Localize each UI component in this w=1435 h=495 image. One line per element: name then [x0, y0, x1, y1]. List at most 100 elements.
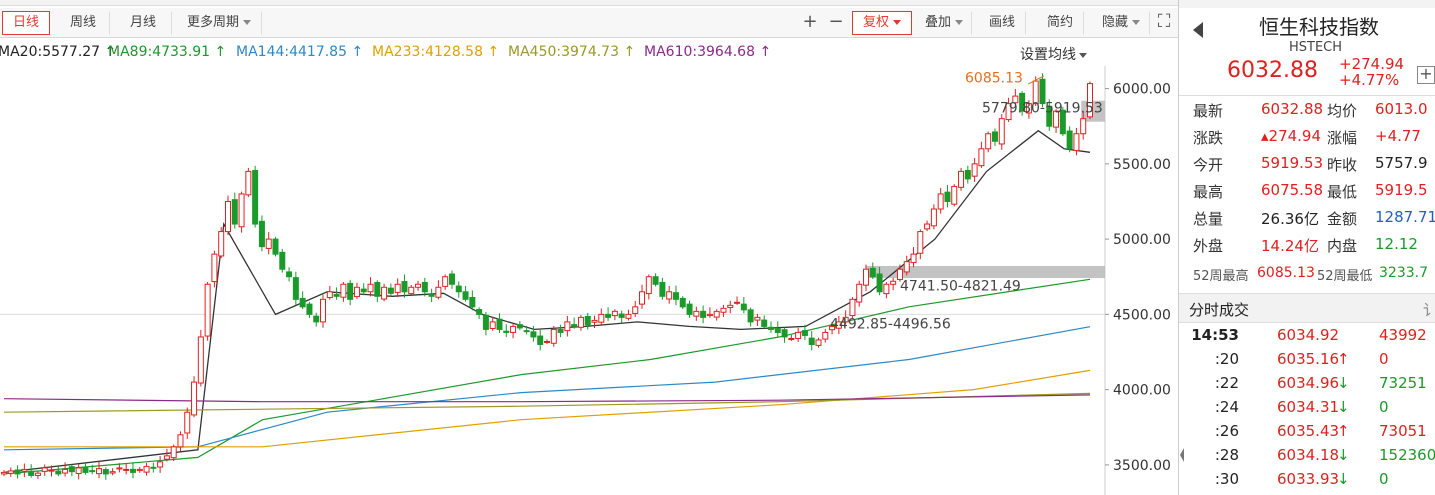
down-arrow-icon: ↓	[1337, 470, 1350, 488]
draw-line-button[interactable]: 画线	[978, 11, 1026, 35]
plus-icon: +	[1419, 64, 1433, 83]
ticks-more-icon[interactable]: 讠	[1423, 301, 1435, 319]
zoom-in-button[interactable]: +	[798, 11, 822, 35]
candle-body	[360, 288, 367, 293]
tick-price: 6034.92	[1277, 326, 1340, 344]
hide-dropdown[interactable]: 隐藏	[1092, 11, 1150, 35]
fuquan-dropdown[interactable]: 复权	[852, 11, 912, 35]
candle-body	[75, 467, 82, 474]
back-arrow-icon[interactable]	[1193, 22, 1203, 38]
tick-time: 14:53	[1191, 326, 1239, 344]
tab-weekly[interactable]: 周线	[56, 11, 110, 35]
simple-mode-label: 简约	[1046, 15, 1073, 30]
zoom-out-button[interactable]: −	[824, 11, 848, 35]
candle-body	[28, 470, 35, 476]
tick-volume: 43992	[1379, 326, 1427, 344]
candle-body	[781, 329, 788, 338]
chevron-down-icon	[955, 20, 963, 25]
ma233-legend: MA233:4128.58 ↑	[372, 44, 500, 60]
tick-price: 6034.18	[1277, 446, 1340, 464]
y-tick-label: 6000.00	[1113, 82, 1171, 98]
quote-label: 金额	[1327, 210, 1358, 228]
candle-body	[815, 339, 822, 346]
candle-body	[863, 268, 870, 286]
candle-body	[286, 271, 293, 278]
candle-body	[1039, 78, 1046, 105]
candle-body	[679, 297, 686, 308]
candle-body	[639, 291, 646, 305]
candle-body	[964, 169, 971, 180]
candle-body	[883, 283, 890, 295]
candle-body	[258, 220, 265, 248]
candle-body	[1053, 110, 1060, 128]
quote-value: 5919.53	[1261, 154, 1324, 172]
candle-body	[1025, 103, 1032, 114]
chevron-down-icon	[1079, 52, 1087, 58]
candle-body	[435, 286, 442, 298]
panel-splitter-handle[interactable]	[1178, 440, 1186, 470]
ma610-legend: MA610:3964.68 ↑	[644, 44, 772, 60]
candle-body	[476, 309, 483, 315]
candle-body	[523, 330, 530, 333]
candle-body	[408, 286, 415, 295]
candle-body	[333, 293, 340, 297]
quote-row: 涨跌 ▴274.94 涨幅 +4.77	[1179, 127, 1435, 154]
quote-value: +4.77	[1375, 127, 1421, 145]
tick-time: :24	[1214, 398, 1239, 416]
candle-body	[109, 471, 116, 474]
candle-body	[930, 208, 937, 227]
candle-body	[1073, 133, 1080, 152]
candle-body	[415, 283, 422, 288]
ticks-title: 分时成交	[1189, 301, 1250, 319]
zone1-annotation: 5779.80-5919.53	[982, 101, 1103, 117]
tab-daily[interactable]: 日线	[2, 11, 50, 35]
up-arrow-icon: ↑	[1337, 350, 1350, 368]
candle-body	[102, 469, 109, 475]
candle-body	[998, 118, 1005, 145]
tick-volume: 152360	[1379, 446, 1435, 464]
quote-row: 最高 6075.58 最低 5919.5	[1179, 181, 1435, 208]
fullscreen-button[interactable]: ⛶	[1152, 11, 1176, 35]
candle-body	[1087, 83, 1093, 118]
tick-time: :20	[1214, 350, 1239, 368]
quote-label: 内盘	[1327, 237, 1358, 255]
splitter-arrow-icon	[1180, 448, 1184, 462]
candle-body	[795, 331, 802, 339]
quote-row: 最新 6032.88 均价 6013.0	[1179, 100, 1435, 127]
more-periods-dropdown[interactable]: 更多周期	[176, 11, 262, 35]
index-price: 6032.88	[1227, 58, 1318, 83]
set-ma-button[interactable]: 设置均线	[1020, 44, 1087, 64]
tab-monthly[interactable]: 月线	[114, 11, 172, 35]
candle-body	[496, 318, 503, 330]
kline-chart[interactable]: 6000.00 5500.00 5000.00 4500.00 4000.00 3500.…	[0, 66, 1178, 495]
candle-body	[944, 191, 951, 202]
add-watchlist-button[interactable]: +	[1417, 66, 1435, 84]
candle-body	[482, 314, 489, 330]
simple-mode-button[interactable]: 简约	[1036, 11, 1084, 35]
candle-body	[320, 298, 327, 323]
candle-body	[489, 321, 496, 330]
kline-svg: 6000.00 5500.00 5000.00 4500.00 4000.00 3500.…	[0, 66, 1171, 495]
down-arrow-icon: ↓	[1337, 446, 1350, 464]
quote-row: 外盘 14.24亿 内盘 12.12	[1179, 235, 1435, 262]
candle-body	[537, 335, 544, 345]
candle-body	[1005, 103, 1012, 121]
candle-body	[191, 381, 198, 416]
tick-volume: 0	[1379, 398, 1389, 416]
candle-body	[747, 309, 754, 323]
overlay-dropdown[interactable]: 叠加	[916, 11, 972, 35]
candle-body	[177, 434, 184, 448]
candle-body	[1080, 118, 1087, 135]
candle-body	[374, 281, 381, 297]
quote-label: 今开	[1193, 156, 1224, 174]
y-tick-label: 4500.00	[1113, 307, 1171, 323]
candle-body	[503, 330, 510, 333]
tab-monthly-label: 月线	[129, 15, 156, 30]
candle-body	[150, 466, 157, 469]
candle-body	[428, 293, 435, 297]
candle-body	[761, 319, 768, 327]
candle-body	[835, 321, 842, 329]
up-arrow-icon: ↑	[1337, 422, 1350, 440]
candle-body	[991, 131, 998, 142]
candle-body	[1, 471, 7, 475]
